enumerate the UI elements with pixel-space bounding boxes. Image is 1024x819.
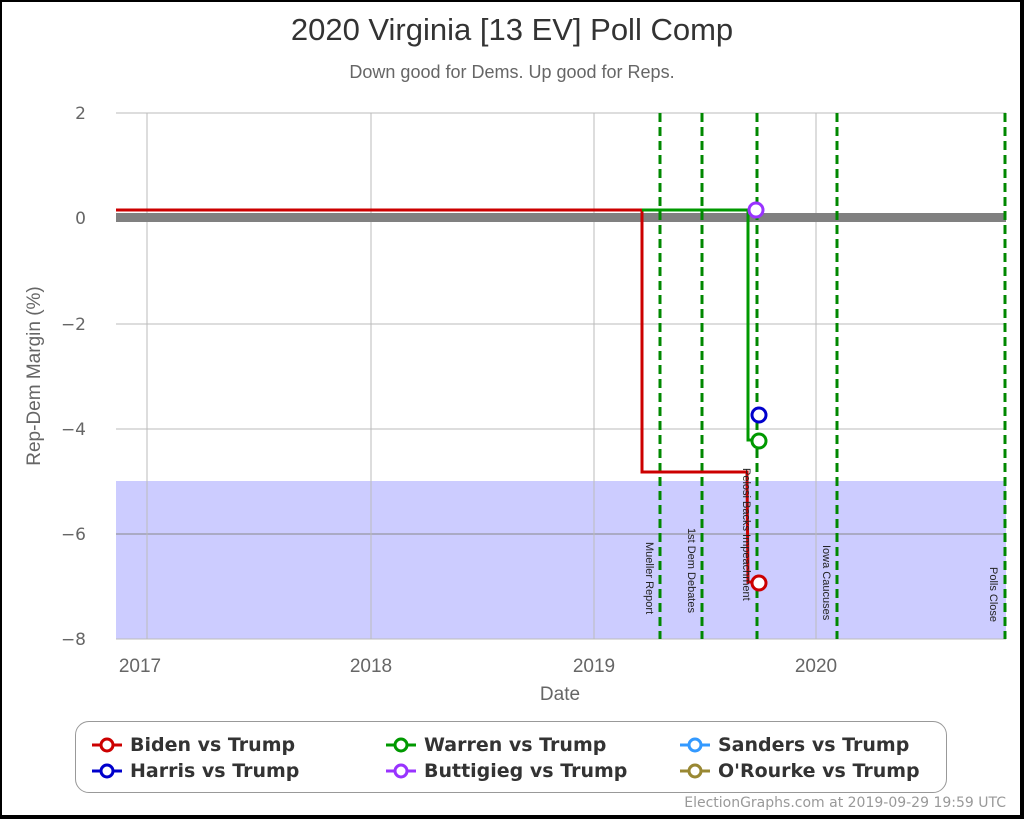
- svg-text:2018: 2018: [350, 656, 392, 677]
- svg-text:−6: −6: [61, 525, 86, 545]
- chart-title: 2020 Virginia [13 EV] Poll Comp: [290, 12, 734, 47]
- event-lines: [658, 113, 1007, 639]
- circle-marker-icon: [92, 737, 122, 753]
- buttigieg-marker[interactable]: [747, 201, 765, 219]
- svg-text:−2: −2: [61, 315, 86, 335]
- x-axis-label: Date: [540, 684, 580, 705]
- legend-item-orourke[interactable]: O'Rourke vs Trump: [678, 760, 920, 782]
- legend-item-sanders[interactable]: Sanders vs Trump: [678, 734, 909, 756]
- credit-text: ElectionGraphs.com at 2019-09-29 19:59 U…: [684, 795, 1006, 811]
- legend-item-buttigieg[interactable]: Buttigieg vs Trump: [384, 760, 627, 782]
- legend: Biden vs Trump Warren vs Trump Sanders v…: [75, 721, 947, 793]
- chart-subtitle: Down good for Dems. Up good for Reps.: [349, 62, 675, 82]
- circle-marker-icon: [680, 763, 710, 779]
- zero-band: [116, 213, 1006, 222]
- harris-marker[interactable]: [750, 406, 768, 424]
- circle-marker-icon: [92, 763, 122, 779]
- v-gridlines: [146, 113, 817, 639]
- svg-text:Iowa Caucuses: Iowa Caucuses: [820, 545, 832, 621]
- svg-text:Pelosi Backs Impeachment: Pelosi Backs Impeachment: [740, 468, 752, 601]
- legend-item-biden[interactable]: Biden vs Trump: [90, 734, 295, 756]
- legend-item-harris[interactable]: Harris vs Trump: [90, 760, 299, 782]
- biden-marker[interactable]: [750, 574, 768, 592]
- svg-text:2019: 2019: [573, 656, 615, 677]
- svg-text:0: 0: [75, 209, 86, 229]
- y-axis-label: Rep-Dem Margin (%): [24, 286, 45, 465]
- svg-text:1st Dem Debates: 1st Dem Debates: [685, 528, 697, 613]
- svg-text:−8: −8: [61, 630, 86, 650]
- y-tick-labels: 2 0 −2 −4 −6 −8: [61, 104, 86, 650]
- svg-text:2017: 2017: [119, 656, 161, 677]
- svg-text:−4: −4: [61, 420, 86, 440]
- circle-marker-icon: [386, 763, 416, 779]
- dem-strong-region: [116, 481, 1006, 639]
- legend-item-warren[interactable]: Warren vs Trump: [384, 734, 606, 756]
- svg-text:2020: 2020: [795, 656, 837, 677]
- svg-text:Polls Close: Polls Close: [987, 567, 999, 622]
- circle-marker-icon: [680, 737, 710, 753]
- svg-text:2: 2: [75, 104, 86, 124]
- x-tick-labels: 2017 2018 2019 2020: [119, 656, 837, 677]
- event-labels: Mueller Report 1st Dem Debates Pelosi Ba…: [643, 468, 999, 622]
- warren-marker[interactable]: [750, 432, 768, 450]
- svg-text:Mueller Report: Mueller Report: [643, 542, 655, 614]
- circle-marker-icon: [386, 737, 416, 753]
- biden-line: [116, 208, 758, 584]
